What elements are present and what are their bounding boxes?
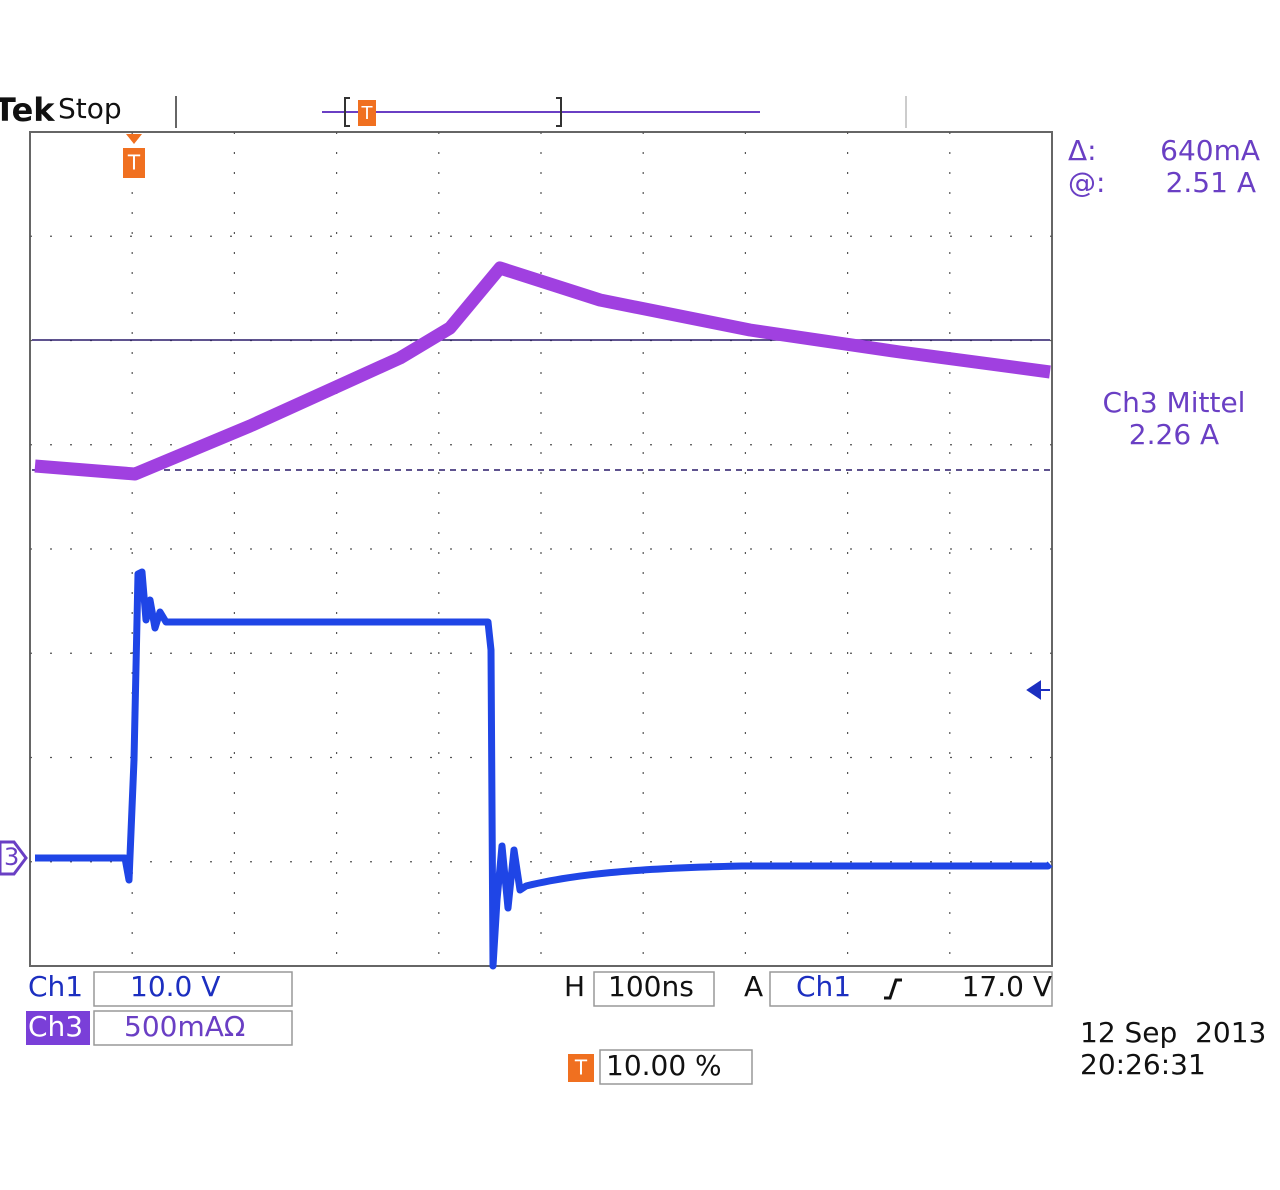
trigger-source: Ch1 [796, 970, 851, 1003]
ch3-scale: 500mAΩ [124, 1010, 245, 1043]
trigger-icon-label: T [574, 1056, 588, 1080]
brand: Tek [0, 91, 55, 129]
trigger-level: 17.0 V [962, 970, 1052, 1003]
delta-label: Δ: [1068, 134, 1097, 167]
h-box [593, 971, 715, 1007]
measure-label: Ch3 Mittel [1103, 386, 1246, 419]
channel-marker-label: 3 [4, 843, 19, 871]
delta-value: 640mA [1160, 134, 1260, 167]
trigger-icon [123, 148, 145, 178]
at-label: @: [1068, 166, 1105, 199]
trigger-pointer [126, 134, 142, 144]
record-window [344, 97, 562, 127]
trigger-icon [358, 100, 376, 126]
measure-value: 2.26 A [1129, 418, 1219, 451]
ch3-trace [34, 261, 1051, 481]
h-label: H [564, 970, 585, 1003]
trigger-icon-label: T [127, 151, 141, 175]
at-value: 2.51 A [1166, 166, 1256, 199]
ch1-label: Ch1 [28, 970, 83, 1003]
level-marker [1026, 680, 1050, 700]
ch1-scale: 10.0 V [130, 970, 220, 1003]
trigger-box [769, 971, 1053, 1007]
ch3-label: Ch3 [28, 1010, 83, 1043]
trigger-position: 10.00 % [606, 1049, 722, 1082]
trigger-icon-label: T [361, 103, 374, 124]
a-label: A [744, 970, 763, 1003]
ch1-trace [35, 568, 1053, 970]
channel-marker [0, 840, 28, 876]
position-box [599, 1049, 753, 1085]
status: Stop [58, 92, 122, 125]
trigger-icon [568, 1054, 594, 1082]
ch3-box [93, 1010, 293, 1046]
time: 20:26:31 [1080, 1048, 1206, 1081]
ch3-badge [26, 1011, 90, 1045]
date: 12 Sep 2013 [1080, 1016, 1266, 1049]
h-scale: 100ns [608, 970, 694, 1003]
ch1-box [93, 971, 293, 1007]
trigger-slope [884, 978, 902, 1000]
graticule [29, 131, 1053, 967]
